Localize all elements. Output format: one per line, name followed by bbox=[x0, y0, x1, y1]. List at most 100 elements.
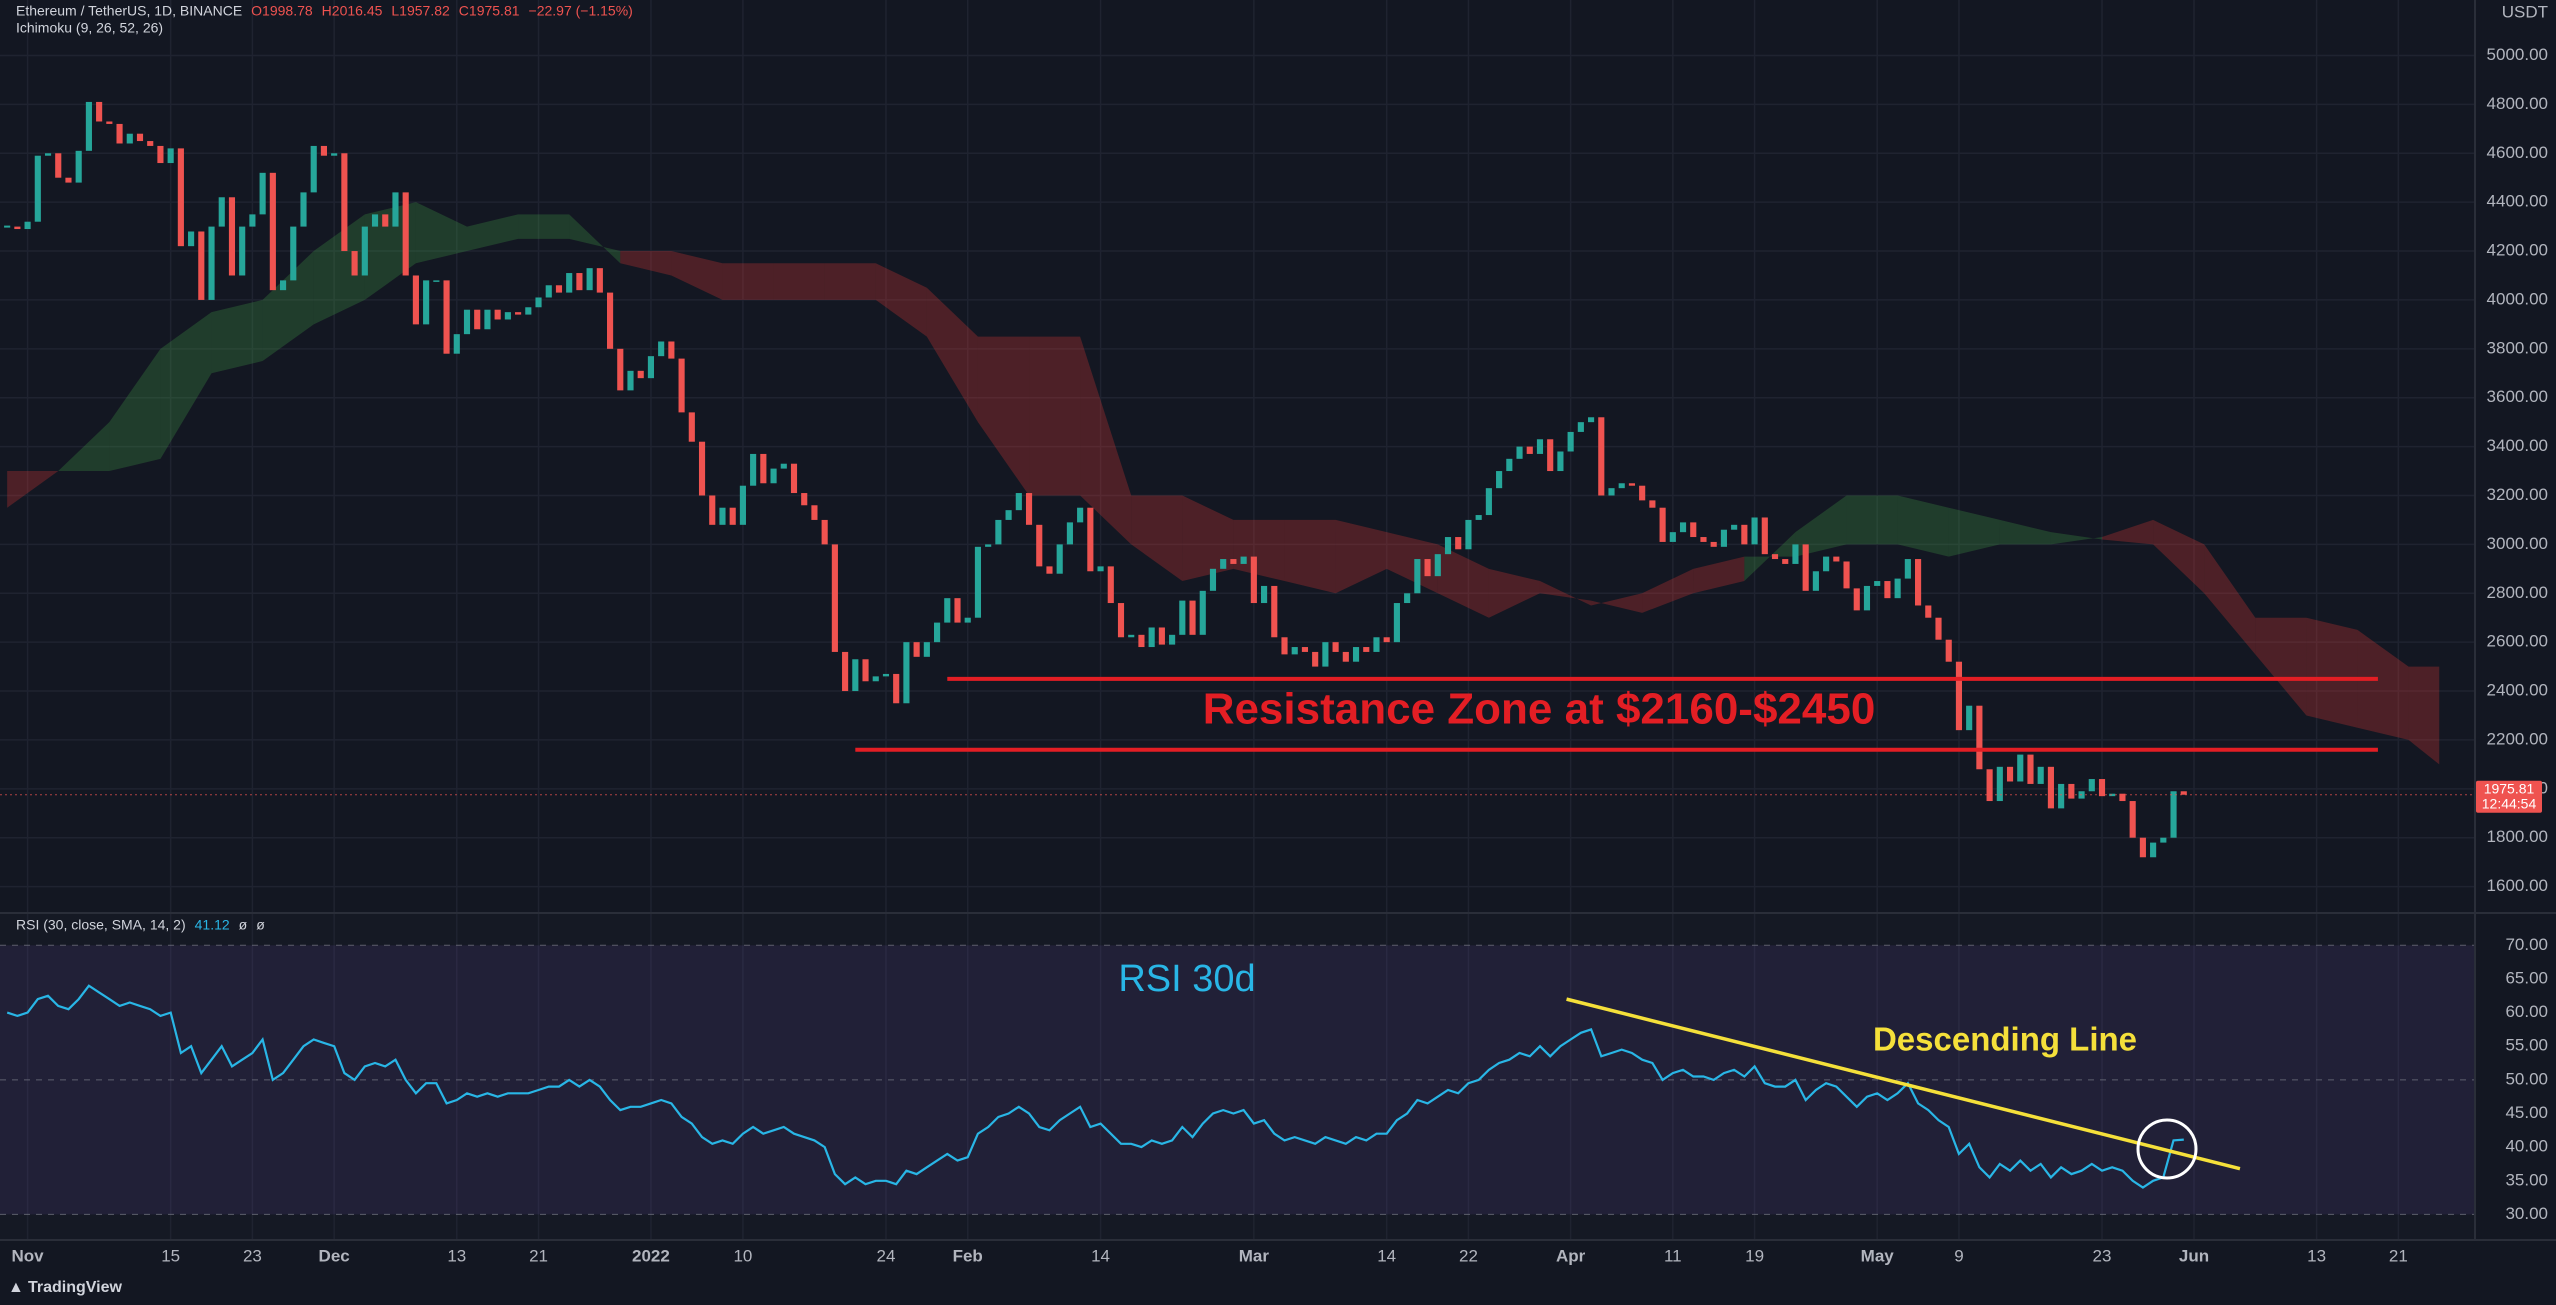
candle bbox=[1782, 559, 1789, 564]
candle bbox=[1261, 585, 1268, 604]
cloud-segment bbox=[1284, 519, 1336, 594]
candle bbox=[157, 145, 164, 164]
candle bbox=[55, 153, 62, 178]
candle bbox=[1536, 439, 1544, 454]
candle bbox=[392, 192, 399, 227]
cloud-segment bbox=[2102, 519, 2154, 545]
axes: Nov 15 23 Dec 13 21 2022 10 24 Feb 14 Mar 14 22 Apr 11 1… bbox=[12, 45, 2548, 1266]
x-tick-label: 24 bbox=[877, 1246, 896, 1265]
candle bbox=[995, 519, 1002, 545]
candle bbox=[1496, 471, 1503, 489]
candle bbox=[361, 226, 368, 276]
x-tick-label: 21 bbox=[2389, 1246, 2408, 1265]
candle bbox=[1588, 417, 1595, 423]
candle bbox=[310, 145, 317, 193]
candle bbox=[1853, 588, 1860, 611]
candle bbox=[1281, 637, 1288, 655]
price-label: 1975.81 bbox=[2484, 780, 2535, 796]
x-tick-label: 10 bbox=[733, 1246, 752, 1265]
candle bbox=[1117, 603, 1125, 638]
y-tick-label: 3200.00 bbox=[2487, 485, 2548, 504]
candle bbox=[1884, 581, 1891, 599]
cloud-segment bbox=[467, 214, 519, 252]
candle bbox=[1138, 634, 1145, 648]
candle bbox=[106, 121, 113, 124]
candle bbox=[2068, 783, 2075, 799]
cloud-segment bbox=[1999, 519, 2051, 545]
x-tick-label: 11 bbox=[1664, 1246, 1682, 1265]
candle bbox=[1240, 556, 1247, 564]
cloud-segment bbox=[1488, 568, 1540, 618]
rsi-signal: ø bbox=[239, 917, 248, 933]
rsi-line bbox=[6, 984, 2184, 1189]
candle bbox=[1915, 559, 1922, 606]
candle bbox=[1966, 705, 1973, 731]
candle bbox=[1383, 637, 1390, 643]
candle bbox=[2006, 766, 2014, 782]
candle bbox=[1761, 517, 1768, 555]
candle bbox=[2088, 779, 2095, 792]
candle bbox=[882, 673, 890, 677]
candle bbox=[1925, 605, 1932, 618]
candle bbox=[1485, 488, 1492, 516]
candle bbox=[1557, 451, 1564, 472]
candle bbox=[136, 133, 144, 142]
candle bbox=[1679, 522, 1687, 533]
x-tick-label: Feb bbox=[953, 1246, 983, 1265]
candle bbox=[2150, 842, 2157, 858]
cloud-segment bbox=[671, 251, 723, 300]
x-tick-label: Apr bbox=[1556, 1246, 1586, 1265]
candle bbox=[208, 226, 215, 300]
candle bbox=[24, 221, 31, 230]
candle bbox=[688, 412, 695, 442]
cloud-segment bbox=[1539, 581, 1592, 606]
candle bbox=[576, 273, 583, 291]
candle bbox=[14, 226, 21, 230]
price-label-box bbox=[2476, 780, 2542, 813]
cloud-segment bbox=[58, 422, 110, 472]
x-tick-label: 13 bbox=[447, 1246, 466, 1265]
candle bbox=[300, 192, 307, 227]
candle bbox=[934, 622, 941, 643]
ohlc-value: O1998.78 bbox=[251, 3, 313, 19]
candle bbox=[147, 141, 154, 146]
brand: TradingView bbox=[28, 1279, 123, 1296]
y-tick-label: 2600.00 bbox=[2487, 632, 2548, 651]
cloud-segment bbox=[1437, 544, 1489, 618]
candle bbox=[1700, 537, 1707, 542]
candle bbox=[2027, 754, 2034, 784]
candle bbox=[811, 505, 818, 520]
candle bbox=[2129, 801, 2136, 838]
rsi-tick-label: 60.00 bbox=[2505, 1002, 2548, 1021]
candle bbox=[515, 312, 522, 315]
candle bbox=[801, 493, 808, 506]
candle bbox=[974, 546, 982, 618]
cloud-segment bbox=[1693, 556, 1745, 594]
candle bbox=[1005, 510, 1012, 520]
candle bbox=[1250, 556, 1257, 604]
candle bbox=[862, 659, 869, 682]
candle bbox=[290, 226, 297, 281]
cloud-segment bbox=[262, 251, 314, 362]
candle bbox=[780, 463, 787, 469]
candle bbox=[1945, 639, 1952, 662]
candle bbox=[1792, 544, 1799, 564]
candle bbox=[218, 197, 225, 227]
candle bbox=[1087, 507, 1094, 572]
candle bbox=[1833, 556, 1840, 562]
candle bbox=[2160, 837, 2167, 843]
y-tick-label: 4800.00 bbox=[2487, 94, 2548, 113]
candle bbox=[1567, 431, 1574, 452]
candle bbox=[1955, 661, 1963, 731]
cloud-segment bbox=[2357, 629, 2409, 740]
candle bbox=[239, 226, 246, 276]
candle bbox=[2139, 837, 2146, 858]
x-tick-label: Dec bbox=[319, 1246, 350, 1265]
candle bbox=[2119, 793, 2126, 802]
cloud-segment bbox=[1744, 532, 1796, 582]
y-tick-label: 2800.00 bbox=[2487, 583, 2548, 602]
candle bbox=[1373, 637, 1380, 652]
ichimoku-cloud bbox=[7, 202, 2440, 765]
candle bbox=[750, 453, 757, 486]
rsi-indicator: RSI 30d Descending Line bbox=[0, 944, 2475, 1215]
